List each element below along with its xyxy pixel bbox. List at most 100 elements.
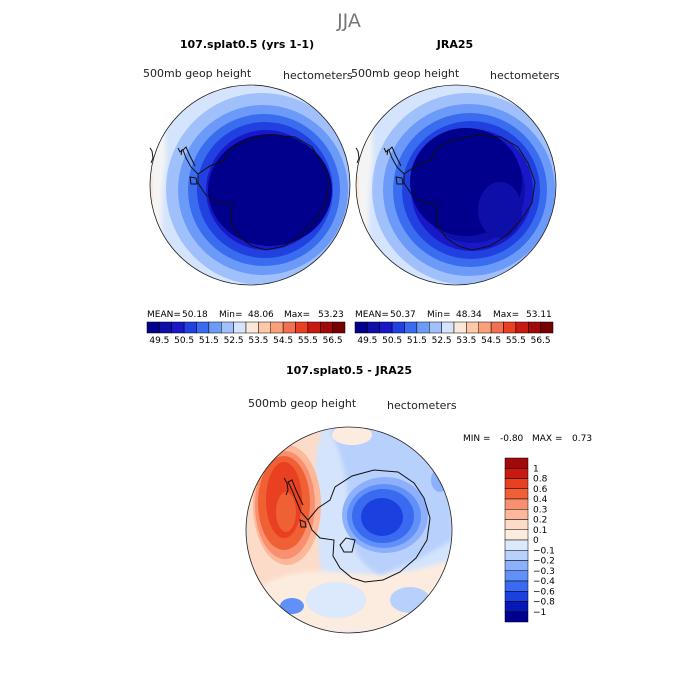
panel-obs-colorbar-tick-label: 51.5	[407, 336, 427, 346]
panel-diff-min-value: -0.80	[500, 434, 524, 444]
panel-model-colorbar: 49.5 50.5 51.5 52.5 53.5 54.5 55.5 56.5	[146, 321, 346, 346]
panel-diff-colorbar-swatch	[504, 457, 529, 469]
panel-obs-colorbar-swatch	[528, 321, 541, 334]
panel-diff-colorbar-tick-label: −0.2	[533, 557, 555, 567]
panel-model-title: 107.splat0.5 (yrs 1-1)	[180, 38, 314, 51]
panel-obs-colorbar-swatch	[490, 321, 504, 334]
panel-model-colorbar-swatch	[146, 321, 160, 334]
panel-diff-colorbar-tick-label: 0.3	[533, 505, 547, 515]
panel-obs-colorbar-swatch	[540, 321, 554, 334]
panel-diff-colorbar-swatch	[504, 468, 529, 479]
panel-model-colorbar-swatch	[282, 321, 296, 334]
panel-diff-colorbar-swatch	[504, 611, 529, 623]
panel-obs-colorbar-swatch	[453, 321, 467, 334]
panel-model-max-label: Max=	[284, 310, 310, 320]
panel-model-units-label: hectometers	[283, 69, 353, 82]
panel-model-coastline	[149, 134, 330, 251]
panel-obs-colorbar-swatch	[367, 321, 380, 334]
panel-model-min-value: 48.06	[248, 310, 274, 320]
panel-diff-colorbar-tick-label: 0.2	[533, 516, 547, 526]
panel-diff-colorbar-tick-label: 0.8	[533, 475, 548, 485]
panel-diff-min-label: MIN =	[463, 434, 491, 444]
panel-model-colorbar-swatch	[307, 321, 321, 334]
panel-diff: 107.splat0.5 - JRA25 500mb geop height h…	[245, 364, 592, 634]
panel-obs-colorbar: 49.5 50.5 51.5 52.5 53.5 54.5 55.5 56.5	[354, 321, 554, 346]
panel-diff-colorbar-swatch	[504, 591, 529, 602]
panel-obs-colorbar-tick-label: 56.5	[531, 336, 551, 346]
panel-diff-max-label: MAX =	[532, 434, 563, 444]
panel-obs-colorbar-swatch	[404, 321, 418, 334]
panel-diff-colorbar-swatch	[504, 560, 529, 571]
panel-obs-mean-value: 50.37	[390, 310, 416, 320]
panel-obs-colorbar-swatch	[515, 321, 529, 334]
panel-obs-max-value: 53.11	[526, 310, 552, 320]
panel-model-colorbar-tick-label: 49.5	[149, 336, 169, 346]
panel-diff-colorbar-swatch	[504, 498, 529, 510]
panel-diff-map	[246, 427, 452, 633]
panel-diff-colorbar-tick-label: 0	[533, 536, 539, 546]
panel-obs-colorbar-swatch	[354, 321, 368, 334]
panel-diff-colorbar-swatch	[504, 509, 529, 520]
panel-model-colorbar-swatch	[245, 321, 259, 334]
panel-diff-colorbar-swatch	[504, 550, 529, 561]
panel-model-colorbar-swatch	[208, 321, 222, 334]
panel-obs-colorbar-tick-label: 55.5	[506, 336, 526, 346]
panel-model-colorbar-tick-label: 50.5	[174, 336, 194, 346]
panel-diff-title: 107.splat0.5 - JRA25	[286, 364, 412, 377]
panel-diff-colorbar-swatch	[504, 529, 529, 541]
panel-diff-colorbar-swatch	[504, 488, 529, 500]
panel-diff-colorbar-tick-label: −0.4	[533, 577, 555, 587]
panel-model-colorbar-swatch	[233, 321, 247, 334]
panel-obs-colorbar-tick-label: 53.5	[456, 336, 476, 346]
panel-diff-coastline	[283, 469, 431, 583]
panel-diff-colorbar-tick-label: 0.6	[533, 485, 548, 495]
panel-obs-colorbar-tick-label: 50.5	[382, 336, 402, 346]
panel-obs-colorbar-tick-label: 52.5	[432, 336, 452, 346]
panel-obs-colorbar-swatch	[466, 321, 479, 334]
panel-model-colorbar-swatch	[295, 321, 309, 334]
panel-obs-colorbar-tick-label: 49.5	[357, 336, 377, 346]
panel-obs-colorbar-swatch	[503, 321, 517, 334]
panel-obs-colorbar-swatch	[416, 321, 430, 334]
panel-model-colorbar-swatch	[171, 321, 185, 334]
panel-model-colorbar-swatch	[320, 321, 333, 334]
panel-obs: JRA25 500mb geop height hectometers MEAN…	[351, 38, 560, 346]
panel-model-mean-label: MEAN=	[147, 310, 181, 320]
panel-diff-colorbar-swatch	[504, 519, 529, 530]
panel-model-colorbar-swatch	[196, 321, 210, 334]
panel-diff-colorbar: 10.80.60.40.30.20.10−0.1−0.2−0.3−0.4−0.6…	[504, 457, 555, 623]
panel-model-colorbar-swatch	[221, 321, 234, 334]
panel-diff-colorbar-swatch	[504, 570, 529, 582]
panel-obs-variable-label: 500mb geop height	[351, 67, 460, 80]
panel-obs-title: JRA25	[436, 38, 473, 51]
panel-obs-map	[356, 85, 556, 285]
panel-model-map	[150, 85, 350, 285]
panel-diff-colorbar-tick-label: 1	[533, 464, 539, 474]
panel-obs-mean-label: MEAN=	[355, 310, 389, 320]
panel-diff-colorbar-tick-label: 0.1	[533, 526, 547, 536]
panel-obs-colorbar-swatch	[441, 321, 455, 334]
panel-model-min-label: Min=	[219, 310, 243, 320]
panel-obs-coastline	[355, 134, 536, 251]
panel-model-max-value: 53.23	[318, 310, 344, 320]
panel-model-colorbar-tick-label: 53.5	[248, 336, 268, 346]
panel-diff-variable-label: 500mb geop height	[248, 397, 357, 410]
panel-diff-colorbar-swatch	[504, 478, 529, 489]
panel-model-colorbar-swatch	[183, 321, 197, 334]
panel-model-colorbar-swatch	[332, 321, 346, 334]
panel-obs-colorbar-swatch	[391, 321, 405, 334]
panel-model: 107.splat0.5 (yrs 1-1) 500mb geop height…	[143, 38, 353, 346]
panel-model-colorbar-tick-label: 55.5	[298, 336, 318, 346]
panel-obs-units-label: hectometers	[490, 69, 560, 82]
panel-obs-min-value: 48.34	[456, 310, 482, 320]
panel-diff-max-value: 0.73	[572, 434, 592, 444]
panel-model-colorbar-swatch	[270, 321, 284, 334]
panel-diff-colorbar-swatch	[504, 601, 529, 612]
panel-obs-colorbar-swatch	[478, 321, 492, 334]
panel-model-variable-label: 500mb geop height	[143, 67, 252, 80]
panel-diff-colorbar-tick-label: −0.3	[533, 567, 555, 577]
panel-diff-units-label: hectometers	[387, 399, 457, 412]
panel-model-colorbar-tick-label: 56.5	[323, 336, 343, 346]
panel-diff-colorbar-tick-label: −1	[533, 608, 546, 618]
